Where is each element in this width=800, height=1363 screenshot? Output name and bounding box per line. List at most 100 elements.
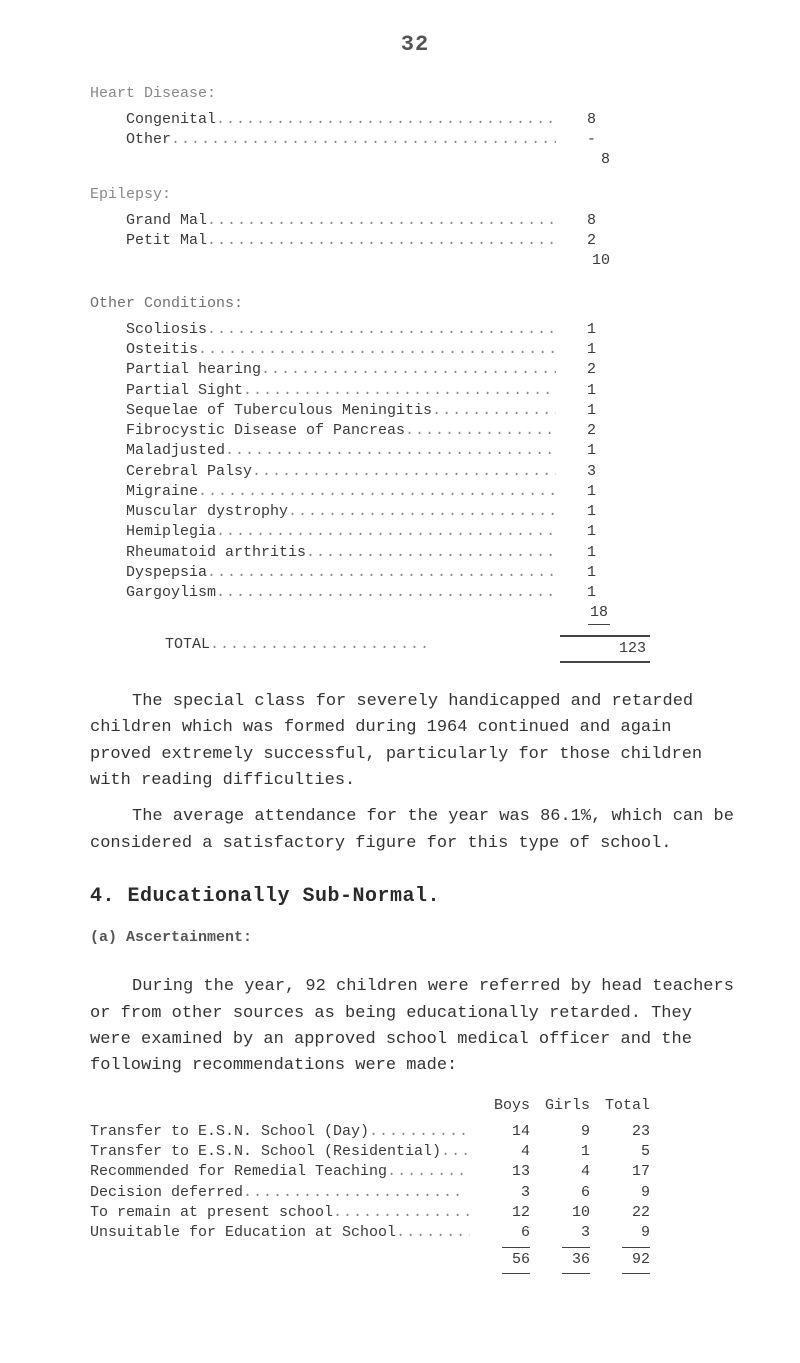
cell-total: 17	[590, 1162, 650, 1182]
item-value: 1	[556, 543, 596, 563]
dot-leader: ........................................…	[207, 212, 556, 229]
page-number: 32	[90, 30, 740, 60]
cell-boys: 3	[470, 1183, 530, 1203]
table-row: Transfer to E.S.N. School (Day).........…	[90, 1122, 740, 1142]
body-paragraph: During the year, 92 children were referr…	[90, 974, 740, 1079]
item-label: Scoliosis	[126, 321, 207, 338]
item-label: Fibrocystic Disease of Pancreas	[126, 422, 405, 439]
dot-leader: ......................	[210, 636, 430, 653]
table-row: Transfer to E.S.N. School (Residential).…	[90, 1142, 740, 1162]
item-value: 1	[556, 441, 596, 461]
dot-leader: ........................................…	[171, 131, 556, 148]
dot-leader: ......................	[441, 1143, 470, 1160]
subtotal-row: 10	[90, 251, 740, 271]
cell-girls: 4	[530, 1162, 590, 1182]
totals-girls: 36	[562, 1247, 590, 1273]
item-label: Petit Mal	[126, 232, 207, 249]
paragraph-text: The special class for severely handicapp…	[90, 692, 702, 790]
body-paragraph: The average attendance for the year was …	[90, 804, 740, 857]
list-item: Fibrocystic Disease of Pancreas.........…	[90, 421, 740, 441]
dot-leader: ........................................…	[216, 111, 556, 128]
item-value: 1	[556, 381, 596, 401]
list-item: Muscular dystrophy......................…	[90, 502, 740, 522]
dot-leader: ........................................…	[261, 361, 556, 378]
table-header-row: Boys Girls Total	[90, 1096, 740, 1116]
item-value: 2	[556, 231, 596, 251]
row-label: Transfer to E.S.N. School (Day)	[90, 1123, 369, 1140]
cell-boys: 4	[470, 1142, 530, 1162]
item-label: Gargoylism	[126, 584, 216, 601]
list-item: Migraine................................…	[90, 482, 740, 502]
list-item: Osteitis................................…	[90, 340, 740, 360]
list-item: Other...................................…	[90, 130, 740, 150]
row-label: To remain at present school	[90, 1204, 333, 1221]
item-label: Partial hearing	[126, 361, 261, 378]
list-item: Rheumatoid arthritis....................…	[90, 543, 740, 563]
item-label: Muscular dystrophy	[126, 503, 288, 520]
dot-leader: ........................................…	[198, 341, 556, 358]
cell-total: 5	[590, 1142, 650, 1162]
list-item: Congenital..............................…	[90, 110, 740, 130]
referral-table: Boys Girls Total Transfer to E.S.N. Scho…	[90, 1096, 740, 1274]
heading-heart-disease: Heart Disease:	[90, 84, 740, 104]
dot-leader: ......................	[396, 1224, 470, 1241]
row-label: Decision deferred	[90, 1184, 243, 1201]
col-header-total: Total	[590, 1096, 650, 1116]
item-label: Rheumatoid arthritis	[126, 544, 306, 561]
heading-section-4: 4. Educationally Sub-Normal.	[90, 883, 740, 910]
item-label: Other	[126, 131, 171, 148]
list-item: Dyspepsia...............................…	[90, 563, 740, 583]
dot-leader: ........................................…	[306, 544, 556, 561]
item-value: 1	[556, 563, 596, 583]
list-item: Cerebral Palsy..........................…	[90, 462, 740, 482]
item-label: Osteitis	[126, 341, 198, 358]
row-label: Unsuitable for Education at School	[90, 1224, 396, 1241]
cell-total: 9	[590, 1183, 650, 1203]
item-value: 1	[556, 502, 596, 522]
cell-boys: 14	[470, 1122, 530, 1142]
item-value: 1	[556, 401, 596, 421]
dot-leader: ........................................…	[405, 422, 556, 439]
table-row: Decision deferred......................3…	[90, 1183, 740, 1203]
dot-leader: ........................................…	[198, 483, 556, 500]
dot-leader: ........................................…	[252, 463, 556, 480]
cell-total: 23	[590, 1122, 650, 1142]
item-value: 2	[556, 421, 596, 441]
item-label: Maladjusted	[126, 442, 225, 459]
cell-total: 9	[590, 1223, 650, 1243]
table-row: Recommended for Remedial Teaching.......…	[90, 1162, 740, 1182]
list-item: Petit Mal...............................…	[90, 231, 740, 251]
totals-boys: 56	[502, 1247, 530, 1273]
dot-leader: ........................................…	[207, 232, 556, 249]
subtotal-value: 10	[560, 251, 610, 271]
list-item: Partial Sight...........................…	[90, 381, 740, 401]
list-item: Scoliosis...............................…	[90, 320, 740, 340]
row-label: Recommended for Remedial Teaching	[90, 1163, 387, 1180]
item-label: Congenital	[126, 111, 216, 128]
item-label: Grand Mal	[126, 212, 207, 229]
heading-other-conditions: Other Conditions:	[90, 294, 740, 314]
dot-leader: ........................................…	[243, 382, 556, 399]
list-item: Maladjusted.............................…	[90, 441, 740, 461]
dot-leader: ......................	[333, 1204, 470, 1221]
dot-leader: ........................................…	[432, 402, 556, 419]
list-item: Sequelae of Tuberculous Meningitis......…	[90, 401, 740, 421]
item-label: Dyspepsia	[126, 564, 207, 581]
dot-leader: ......................	[369, 1123, 470, 1140]
paragraph-text: The average attendance for the year was …	[90, 807, 734, 852]
cell-boys: 13	[470, 1162, 530, 1182]
totals-total: 92	[622, 1247, 650, 1273]
cell-girls: 1	[530, 1142, 590, 1162]
subtotal-row: 8	[90, 150, 740, 170]
item-label: Sequelae of Tuberculous Meningitis	[126, 402, 432, 419]
dot-leader: ........................................…	[225, 442, 556, 459]
list-item: Partial hearing.........................…	[90, 360, 740, 380]
item-label: Cerebral Palsy	[126, 463, 252, 480]
cell-boys: 6	[470, 1223, 530, 1243]
row-label: Transfer to E.S.N. School (Residential)	[90, 1143, 441, 1160]
item-value: 1	[556, 583, 596, 603]
dot-leader: ........................................…	[216, 584, 556, 601]
dot-leader: ........................................…	[216, 523, 556, 540]
body-paragraph: The special class for severely handicapp…	[90, 689, 740, 794]
cell-girls: 3	[530, 1223, 590, 1243]
